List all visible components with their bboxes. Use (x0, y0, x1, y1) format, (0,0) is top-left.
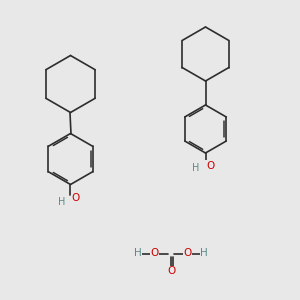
Text: O: O (150, 248, 159, 259)
Text: O: O (206, 160, 214, 171)
Text: H: H (200, 248, 208, 259)
Text: O: O (183, 248, 192, 259)
Text: H: H (134, 248, 142, 259)
Text: O: O (167, 266, 175, 277)
Text: O: O (72, 193, 80, 203)
Text: H: H (58, 196, 66, 207)
Text: H: H (192, 163, 200, 173)
